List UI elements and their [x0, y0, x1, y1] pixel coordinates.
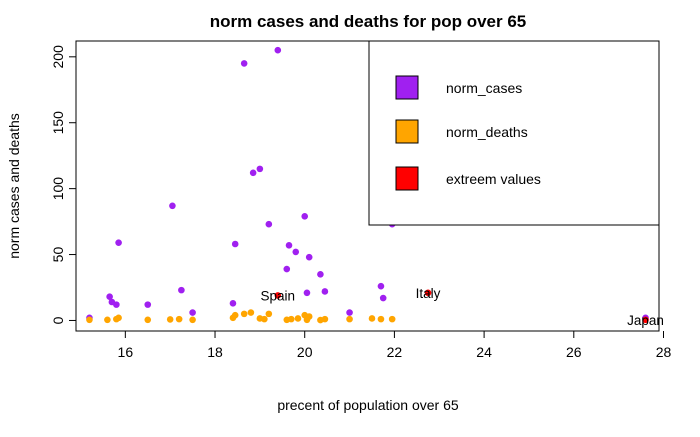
data-point-norm-cases — [274, 46, 282, 54]
data-point-norm-deaths — [247, 309, 255, 316]
x-tick-label: 18 — [207, 344, 223, 360]
point-labels: Spain Italy Japan — [261, 286, 664, 328]
data-point-norm-cases — [256, 165, 264, 173]
y-tick-label: 100 — [50, 177, 66, 201]
data-point-norm-deaths — [240, 310, 248, 318]
data-point-norm-cases — [301, 213, 309, 220]
data-point-norm-deaths — [287, 315, 295, 323]
data-point-norm-cases — [321, 288, 329, 295]
legend-swatch — [395, 75, 419, 100]
data-point-norm-cases — [115, 239, 122, 246]
x-axis-label: precent of population over 65 — [277, 397, 459, 413]
data-point-norm-deaths — [166, 316, 174, 323]
legend-label: norm_deaths — [446, 124, 528, 140]
x-tick-label: 16 — [118, 344, 134, 360]
data-point-norm-cases — [178, 286, 185, 294]
chart-title: norm cases and deaths for pop over 65 — [210, 12, 526, 31]
data-point-norm-deaths — [321, 315, 329, 323]
x-axis: 16 18 20 22 24 26 28 — [118, 331, 672, 360]
point-label: Italy — [416, 286, 441, 301]
y-tick-label: 200 — [50, 45, 66, 69]
y-axis: 0 50 100 150 200 — [50, 45, 76, 324]
data-point-norm-deaths — [346, 315, 353, 323]
data-point-norm-cases — [240, 60, 248, 67]
data-point-norm-cases — [189, 309, 196, 316]
data-point-norm-deaths — [86, 316, 93, 324]
data-point-norm-deaths — [115, 314, 122, 322]
data-point-extreem-values — [274, 292, 282, 299]
data-point-norm-deaths — [144, 316, 152, 324]
x-tick-label: 26 — [566, 344, 582, 360]
x-tick-label: 28 — [656, 344, 672, 360]
legend-label: norm_cases — [446, 80, 522, 96]
data-point-norm-deaths — [294, 315, 302, 322]
data-point-norm-deaths — [388, 315, 396, 323]
legend-swatch — [395, 166, 419, 191]
y-tick-label: 50 — [50, 247, 66, 263]
data-point-norm-deaths — [175, 315, 183, 323]
data-point-norm-cases — [346, 309, 353, 316]
y-tick-label: 150 — [50, 111, 66, 135]
data-points — [86, 46, 649, 324]
legend-label: extreem values — [446, 171, 541, 187]
y-tick-label: 0 — [50, 316, 66, 324]
data-point-norm-cases — [377, 282, 385, 290]
data-point-norm-cases — [249, 169, 257, 177]
data-point-norm-cases — [231, 240, 239, 248]
data-point-norm-deaths — [368, 315, 376, 322]
x-tick-label: 22 — [387, 344, 403, 360]
point-label: Spain — [261, 288, 296, 303]
x-tick-label: 24 — [476, 344, 492, 360]
data-point-norm-cases — [265, 220, 273, 228]
x-tick-label: 20 — [297, 344, 313, 360]
data-point-norm-cases — [106, 293, 113, 301]
legend-swatch — [395, 119, 419, 144]
data-point-norm-cases — [169, 202, 176, 210]
data-point-norm-cases — [317, 271, 324, 278]
data-point-norm-deaths — [265, 310, 273, 318]
data-point-norm-deaths — [377, 315, 385, 323]
data-point-norm-deaths — [305, 313, 313, 320]
data-point-norm-cases — [292, 248, 300, 256]
data-point-norm-cases — [144, 301, 152, 308]
data-point-norm-cases — [305, 253, 313, 261]
data-point-extreem-values — [642, 316, 649, 324]
data-point-norm-deaths — [231, 311, 239, 319]
data-point-extreem-values — [424, 289, 432, 297]
data-point-norm-deaths — [189, 316, 196, 324]
data-point-norm-cases — [283, 265, 291, 273]
data-point-norm-deaths — [104, 316, 111, 324]
data-point-norm-cases — [285, 242, 293, 249]
data-point-norm-deaths — [261, 315, 268, 323]
y-axis-label: norm cases and deaths — [6, 113, 22, 259]
data-point-norm-cases — [303, 289, 311, 297]
data-point-norm-cases — [113, 301, 120, 308]
data-point-norm-cases — [379, 294, 387, 302]
data-point-norm-cases — [229, 300, 237, 307]
point-label: Japan — [627, 313, 664, 328]
